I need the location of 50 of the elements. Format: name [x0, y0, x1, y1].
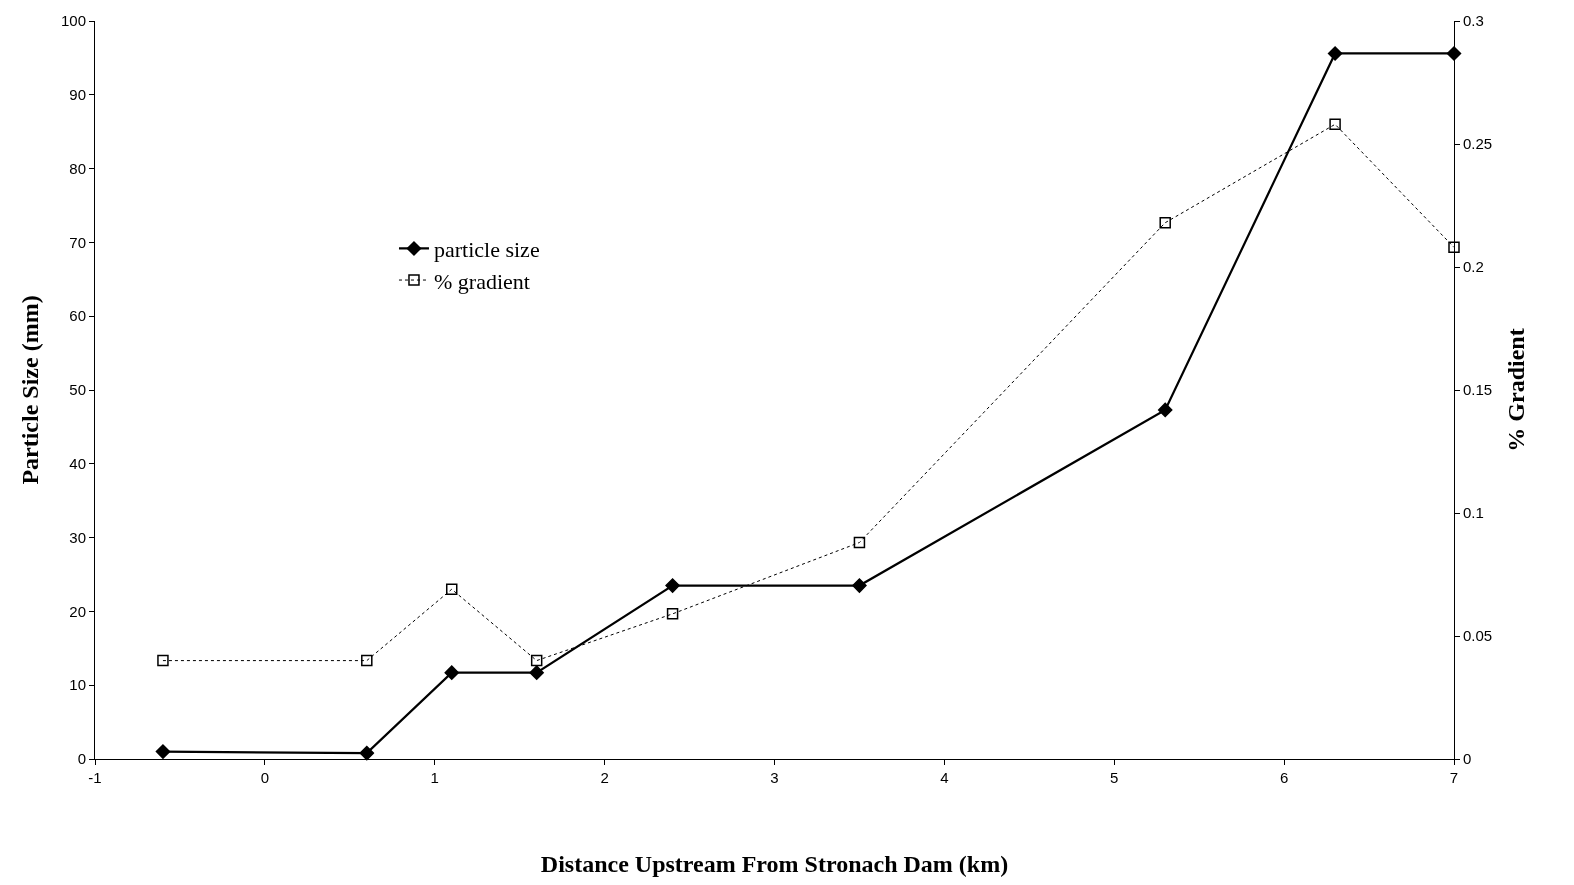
- x-tick-label: 1: [430, 769, 439, 786]
- point: [853, 536, 866, 549]
- point: [1329, 118, 1341, 131]
- y2-tick-label: 0.3: [1463, 12, 1484, 30]
- x-tick-label: 5: [1110, 769, 1119, 786]
- legend-label: particle size: [433, 237, 540, 263]
- y2-tick-label: 0.2: [1463, 258, 1484, 276]
- y2-tick-label: 0.1: [1463, 504, 1484, 522]
- x-tick-label: 0: [260, 769, 270, 786]
- y-tick-label: 100: [60, 12, 86, 30]
- point: [1448, 241, 1460, 254]
- point: [1157, 402, 1173, 418]
- y2-tick-label: 0.15: [1463, 381, 1493, 399]
- y2-axis-title: % Gradient: [1502, 328, 1529, 452]
- point: [157, 654, 169, 667]
- point: [529, 665, 544, 680]
- y2-tick-label: 0: [1463, 750, 1472, 768]
- point: [666, 608, 679, 620]
- point: [852, 578, 867, 593]
- x-axis-title: Distance Upstream From Stronach Dam (km): [540, 851, 1009, 878]
- y2-tick-label: 0.25: [1463, 135, 1493, 153]
- x-tick-label: 6: [1279, 769, 1289, 786]
- y-tick-label: 70: [69, 233, 86, 251]
- y-tick-label: 20: [69, 602, 86, 620]
- y-tick-label: 0: [77, 750, 86, 768]
- point: [359, 745, 375, 761]
- x-tick-label: 7: [1449, 769, 1459, 786]
- y-tick-label: 50: [69, 381, 86, 399]
- y2-tick-label: 0.05: [1463, 627, 1493, 645]
- legend-label: % gradient: [433, 268, 530, 294]
- x-tick-label: 3: [770, 769, 779, 786]
- y-tick-label: 10: [69, 676, 86, 694]
- y-axis-title: Particle Size (mm): [17, 295, 44, 485]
- point: [445, 583, 458, 596]
- x-tick-label: 2: [600, 769, 609, 786]
- point: [1327, 46, 1343, 61]
- y-tick-label: 60: [69, 307, 86, 325]
- y-tick-label: 80: [69, 159, 86, 177]
- y-tick-label: 30: [69, 528, 86, 546]
- point: [361, 654, 373, 667]
- x-tick-label: -1: [88, 769, 102, 786]
- point: [530, 654, 543, 667]
- y-tick-label: 40: [69, 455, 86, 473]
- point: [1446, 46, 1462, 61]
- point: [665, 578, 680, 593]
- point: [1159, 216, 1171, 229]
- point: [155, 744, 171, 759]
- x-tick-label: 4: [940, 769, 949, 786]
- point: [444, 665, 459, 680]
- y-tick-label: 90: [69, 86, 86, 104]
